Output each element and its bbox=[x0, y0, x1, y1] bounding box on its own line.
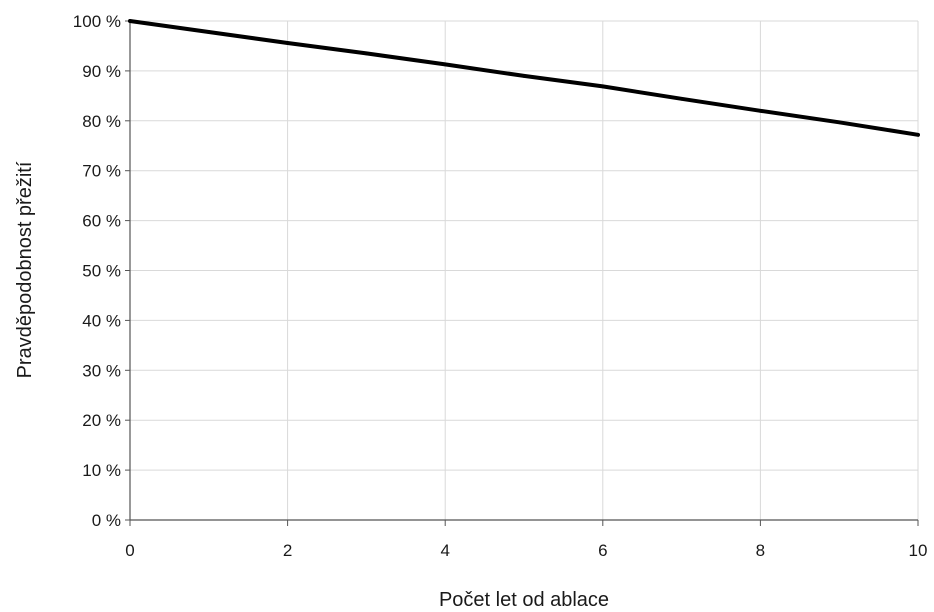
data-point bbox=[601, 84, 605, 89]
survival-line bbox=[128, 19, 920, 137]
data-point bbox=[364, 51, 369, 56]
x-tick-label: 10 bbox=[909, 541, 928, 560]
y-tick-label: 0 % bbox=[92, 511, 121, 530]
data-point bbox=[837, 120, 841, 125]
x-tick-label: 4 bbox=[440, 541, 449, 560]
data-point bbox=[916, 132, 920, 137]
data-point bbox=[758, 109, 763, 113]
series-layer bbox=[128, 19, 920, 137]
y-tick-labels: 0 % 10 % 20 % 30 % 40 % 50 % 60 % 70 % 80 % 90 % 1… bbox=[73, 12, 121, 530]
y-tick-label: 70 % bbox=[82, 162, 121, 181]
x-tick-labels: 0 2 4 6 8 10 bbox=[125, 541, 927, 560]
y-tick-label: 50 % bbox=[82, 262, 121, 281]
axes bbox=[125, 20, 919, 526]
y-tick-label: 20 % bbox=[82, 411, 121, 430]
grid bbox=[130, 20, 919, 520]
y-tick-label: 40 % bbox=[82, 311, 121, 330]
y-tick-label: 80 % bbox=[82, 112, 121, 131]
y-tick-label: 30 % bbox=[82, 361, 121, 380]
x-tick-label: 6 bbox=[598, 541, 607, 560]
data-point bbox=[207, 30, 211, 34]
y-tick-label: 60 % bbox=[82, 212, 121, 231]
data-point bbox=[679, 97, 684, 101]
y-tick-label: 100 % bbox=[73, 12, 121, 31]
x-tick-label: 8 bbox=[756, 541, 765, 560]
y-axis-title: Pravděpodobnost přežití bbox=[14, 161, 36, 378]
data-point bbox=[285, 41, 290, 45]
x-tick-label: 2 bbox=[283, 541, 292, 560]
data-point bbox=[128, 19, 132, 23]
data-point bbox=[443, 62, 448, 67]
data-point bbox=[522, 74, 526, 78]
y-tick-label: 90 % bbox=[82, 62, 121, 81]
x-tick-label: 0 bbox=[125, 541, 134, 560]
y-tick-label: 10 % bbox=[82, 461, 121, 480]
x-axis-title: Počet let od ablace bbox=[439, 589, 609, 611]
